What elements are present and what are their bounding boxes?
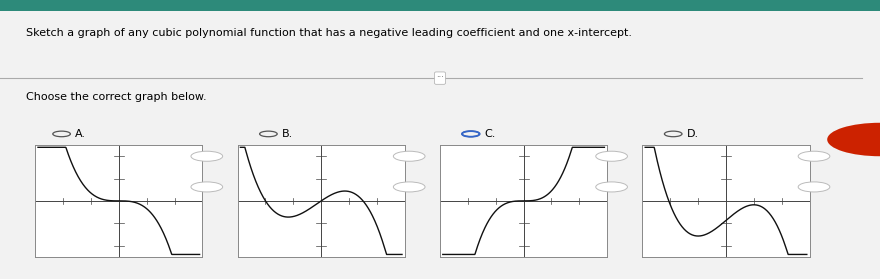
Text: D.: D. <box>686 129 699 139</box>
Text: Sketch a graph of any cubic polynomial function that has a negative leading coef: Sketch a graph of any cubic polynomial f… <box>26 28 633 38</box>
Text: ···: ··· <box>436 74 444 83</box>
Text: C.: C. <box>484 129 495 139</box>
Text: B.: B. <box>282 129 293 139</box>
Text: A.: A. <box>75 129 86 139</box>
Text: Choose the correct graph below.: Choose the correct graph below. <box>26 92 207 102</box>
